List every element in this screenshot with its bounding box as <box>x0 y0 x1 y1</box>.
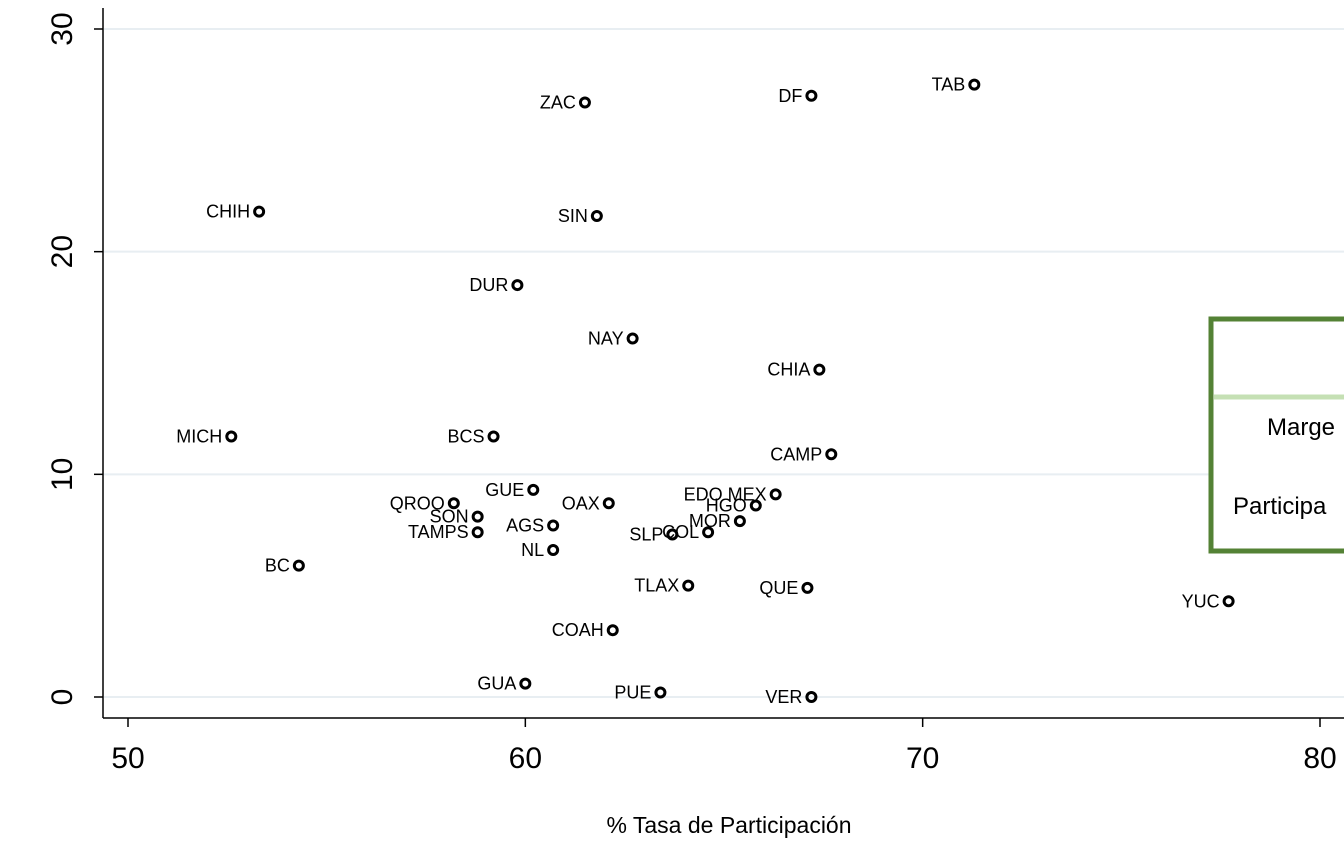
point-label-que: QUE <box>759 578 798 598</box>
data-point-son <box>471 510 484 523</box>
point-label-zac: ZAC <box>540 92 576 112</box>
point-label-bcs: BCS <box>448 426 485 446</box>
legend-border <box>1208 316 1344 554</box>
data-points: ZAC DF TAB CHIH SIN DUR NAY CHIA MICH BCS CAMP GUE E… <box>176 75 1235 707</box>
point-label-slp: SLP <box>629 524 663 544</box>
point-label-ags: AGS <box>506 516 544 536</box>
axes <box>102 8 1344 719</box>
point-label-mor: MOR <box>689 511 731 531</box>
point-label-nl: NL <box>521 540 544 560</box>
data-point-bc <box>292 559 305 572</box>
point-label-camp: CAMP <box>770 444 822 464</box>
grid-lines <box>104 28 1344 698</box>
data-point-chia <box>813 363 826 376</box>
x-tick-label-50: 50 <box>111 742 144 775</box>
point-label-chia: CHIA <box>767 360 810 380</box>
point-label-oax: OAX <box>562 493 600 513</box>
data-point-bcs <box>487 430 500 443</box>
legend-box: Marge Participa <box>1208 316 1344 554</box>
legend-row-1: Marge <box>1267 414 1335 441</box>
point-label-bc: BC <box>265 556 290 576</box>
y-tick-label-20: 20 <box>46 235 79 268</box>
point-label-sin: SIN <box>558 206 588 226</box>
x-axis-title: % Tasa de Participación <box>606 812 851 838</box>
x-tick-label-70: 70 <box>906 742 939 775</box>
data-point-col <box>702 526 715 539</box>
y-tick-label-0: 0 <box>46 689 79 706</box>
point-label-edo-mex: EDO MEX <box>684 484 767 504</box>
data-point-nay <box>626 332 639 345</box>
point-label-tamps: TAMPS <box>408 522 469 542</box>
y-ticks: 0 10 20 30 <box>46 12 103 705</box>
point-label-col: COL <box>662 522 699 542</box>
point-label-qroo: QROO <box>390 493 445 513</box>
data-point-pue <box>654 686 667 699</box>
data-point-edo-mex <box>769 488 782 501</box>
point-label-ver: VER <box>765 687 802 707</box>
data-point-chih <box>253 205 266 218</box>
data-point-ags <box>547 519 560 532</box>
legend-row-2: Participa <box>1233 493 1327 520</box>
data-point-coah <box>606 624 619 637</box>
data-point-tlax <box>682 579 695 592</box>
point-label-dur: DUR <box>469 275 508 295</box>
data-point-slp <box>666 528 679 541</box>
data-point-sin <box>590 210 603 223</box>
data-point-hgo <box>749 499 762 512</box>
point-label-gue: GUE <box>485 480 524 500</box>
x-tick-label-60: 60 <box>509 742 542 775</box>
data-point-mor <box>733 515 746 528</box>
data-point-dur <box>511 279 524 292</box>
data-point-zac <box>578 96 591 109</box>
data-point-ver <box>805 691 818 703</box>
data-point-nl <box>547 544 560 557</box>
point-label-hgo: HGO <box>706 496 747 516</box>
point-label-pue: PUE <box>614 683 651 703</box>
data-point-yuc <box>1222 595 1235 608</box>
point-label-tab: TAB <box>932 75 966 95</box>
y-tick-label-30: 30 <box>46 12 79 45</box>
point-label-mich: MICH <box>176 426 222 446</box>
data-point-camp <box>825 448 838 461</box>
point-label-nay: NAY <box>588 329 624 349</box>
data-point-gua <box>519 677 532 690</box>
x-ticks: 50 60 70 80 <box>111 718 1337 775</box>
data-point-qroo <box>447 497 460 510</box>
data-point-tamps <box>471 526 484 539</box>
point-label-gua: GUA <box>477 674 516 694</box>
data-point-gue <box>527 483 540 496</box>
data-point-tab <box>968 78 981 91</box>
data-point-que <box>801 581 814 594</box>
data-point-mich <box>225 430 238 443</box>
data-point-oax <box>602 497 615 510</box>
point-label-chih: CHIH <box>206 202 250 222</box>
x-tick-label-80: 80 <box>1303 742 1336 775</box>
point-label-tlax: TLAX <box>634 576 679 596</box>
y-tick-label-10: 10 <box>46 458 79 491</box>
point-label-coah: COAH <box>552 620 604 640</box>
point-label-df: DF <box>778 86 802 106</box>
point-label-son: SON <box>430 507 469 527</box>
data-point-df <box>805 89 818 102</box>
point-label-yuc: YUC <box>1182 591 1220 611</box>
